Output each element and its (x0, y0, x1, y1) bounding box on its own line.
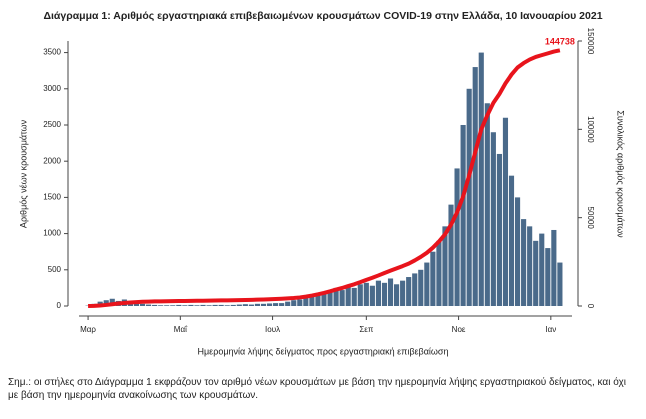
x-axis-label: Ημερομηνία λήψης δείγματος προς εργαστηρ… (198, 346, 449, 356)
bar (315, 292, 321, 306)
y2-axis-label: Συνολικός αριθμός κρουσμάτων (616, 110, 626, 238)
y-tick-label: 1500 (43, 193, 61, 202)
value-label: 144738 (545, 37, 575, 47)
bar (164, 305, 170, 306)
bar (351, 287, 357, 306)
y-tick-label: 500 (48, 265, 62, 274)
bar (230, 304, 236, 306)
bar (133, 303, 140, 306)
chart-title: Διάγραμμα 1: Αριθμός εργαστηριακά επιβεβ… (43, 10, 602, 22)
bar (266, 303, 273, 306)
bar (188, 304, 194, 306)
bar (557, 262, 563, 306)
bar (521, 219, 527, 306)
x-tick-label: Ιαν (545, 325, 556, 334)
bar (533, 240, 539, 306)
bar (406, 277, 412, 306)
x-tick-label: Ιουλ (265, 325, 280, 334)
bar (381, 282, 388, 306)
bar (139, 303, 146, 306)
bar (303, 298, 309, 306)
cumulative-line (88, 48, 561, 308)
bar (551, 229, 557, 306)
bar (321, 291, 327, 306)
bar (369, 285, 375, 306)
bar (297, 299, 303, 306)
bar (333, 287, 339, 306)
bar (285, 301, 291, 306)
bar (212, 304, 218, 306)
bar (527, 226, 533, 306)
y-tick-label: 2000 (43, 156, 61, 165)
note: Σημ.: οι στήλες στο Διάγραμμα 1 εκφράζου… (8, 377, 626, 401)
bar (430, 251, 436, 306)
bar (442, 226, 448, 306)
chart: Διάγραμμα 1: Αριθμός εργαστηριακά επιβεβ… (18, 10, 626, 357)
bar (152, 304, 158, 306)
bar (472, 67, 478, 306)
bar (460, 124, 466, 306)
bar (206, 305, 212, 306)
bar (400, 280, 406, 306)
bar (394, 284, 400, 306)
y2-tick-label: 100000 (586, 116, 595, 143)
bar (357, 284, 363, 306)
bar (254, 303, 261, 306)
bar (194, 305, 200, 306)
bar (218, 304, 224, 306)
y-tick-label: 3000 (43, 84, 61, 93)
x-tick-label: Νοε (452, 325, 466, 334)
bar (273, 303, 279, 306)
bar (345, 285, 351, 306)
bar (224, 305, 230, 306)
bar (279, 303, 285, 306)
bar (502, 117, 509, 307)
bar (418, 269, 424, 306)
bar (545, 248, 551, 306)
y2-tick-label: 0 (586, 304, 595, 309)
y-tick-label: 2500 (43, 120, 61, 129)
y-tick-label: 1000 (43, 229, 61, 238)
bar (448, 204, 454, 306)
bar (412, 273, 418, 306)
bar (478, 52, 484, 306)
y-axis-label: Αριθμός νέων κρουσμάτων (18, 119, 28, 228)
bar (454, 168, 460, 306)
bar (176, 304, 182, 306)
bar (291, 300, 297, 306)
bar (387, 278, 394, 306)
bar (339, 290, 345, 306)
x-tick-label: Σεπ (359, 325, 374, 334)
bar (242, 304, 248, 306)
bar (170, 305, 176, 306)
bar (436, 240, 442, 306)
bar (363, 282, 369, 306)
bar (508, 175, 515, 306)
bar (260, 303, 267, 306)
bar (539, 233, 545, 306)
bar (309, 295, 315, 306)
bar (158, 305, 164, 306)
bar (466, 88, 472, 306)
bar (514, 197, 521, 306)
x-tick-label: Μαρ (80, 325, 96, 334)
x-tick-label: Μαΐ (174, 325, 188, 334)
bar (200, 304, 206, 306)
y2-tick-label: 150000 (586, 28, 595, 55)
bar (484, 103, 490, 306)
y2-tick-label: 50000 (586, 207, 595, 230)
bar (424, 262, 430, 306)
bar (327, 290, 333, 306)
bar (236, 304, 242, 306)
bar (182, 305, 188, 306)
y-tick-label: 3500 (43, 48, 61, 57)
bar (145, 304, 152, 306)
bar (248, 304, 254, 306)
y-tick-label: 0 (57, 301, 62, 310)
bar (490, 132, 496, 306)
bar (496, 153, 502, 306)
bar (375, 280, 382, 306)
